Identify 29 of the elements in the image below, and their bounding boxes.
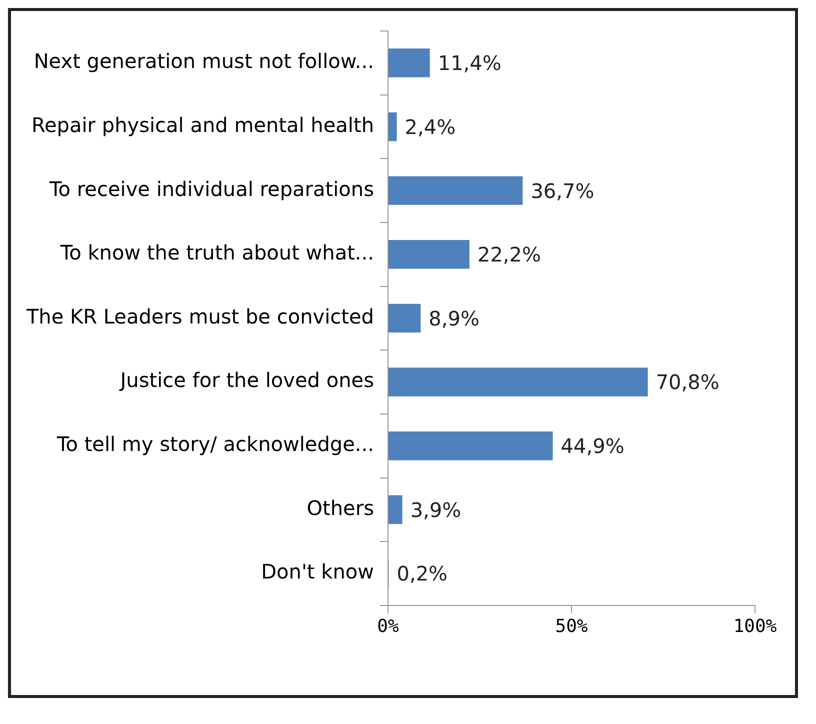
x-tick-label: 50% bbox=[555, 616, 588, 637]
data-label: 8,9% bbox=[428, 306, 480, 330]
bar bbox=[388, 112, 397, 142]
data-label: 44,9% bbox=[560, 434, 624, 458]
x-tick-label: 100% bbox=[733, 616, 777, 637]
data-label: 22,2% bbox=[477, 242, 542, 267]
data-label: 0,2% bbox=[396, 562, 448, 586]
x-tick-label: 0% bbox=[377, 616, 399, 637]
data-label: 2,4% bbox=[404, 114, 456, 139]
y-tick-label: Don't know bbox=[261, 560, 374, 584]
y-tick-label: To receive individual reparations bbox=[48, 176, 374, 201]
data-label: 36,7% bbox=[530, 178, 594, 203]
y-tick-label: To know the truth about what... bbox=[59, 240, 374, 265]
bar bbox=[388, 48, 430, 78]
bar bbox=[388, 176, 523, 205]
bar bbox=[388, 368, 648, 396]
y-tick-label: Others bbox=[306, 496, 374, 520]
bar bbox=[388, 240, 470, 269]
data-label: 70,8% bbox=[656, 370, 720, 394]
data-label: 3,9% bbox=[410, 498, 462, 522]
y-tick-label: The KR Leaders must be convicted bbox=[25, 304, 374, 328]
y-tick-label: Repair physical and mental health bbox=[31, 112, 374, 137]
y-tick-label: To tell my story/ acknowledge... bbox=[56, 432, 374, 456]
bar bbox=[388, 304, 421, 333]
y-tick-label: Justice for the loved ones bbox=[118, 368, 374, 392]
data-label: 11,4% bbox=[438, 51, 502, 76]
bar bbox=[388, 495, 402, 524]
bar bbox=[388, 431, 553, 460]
y-tick-label: Next generation must not follow... bbox=[34, 49, 374, 74]
